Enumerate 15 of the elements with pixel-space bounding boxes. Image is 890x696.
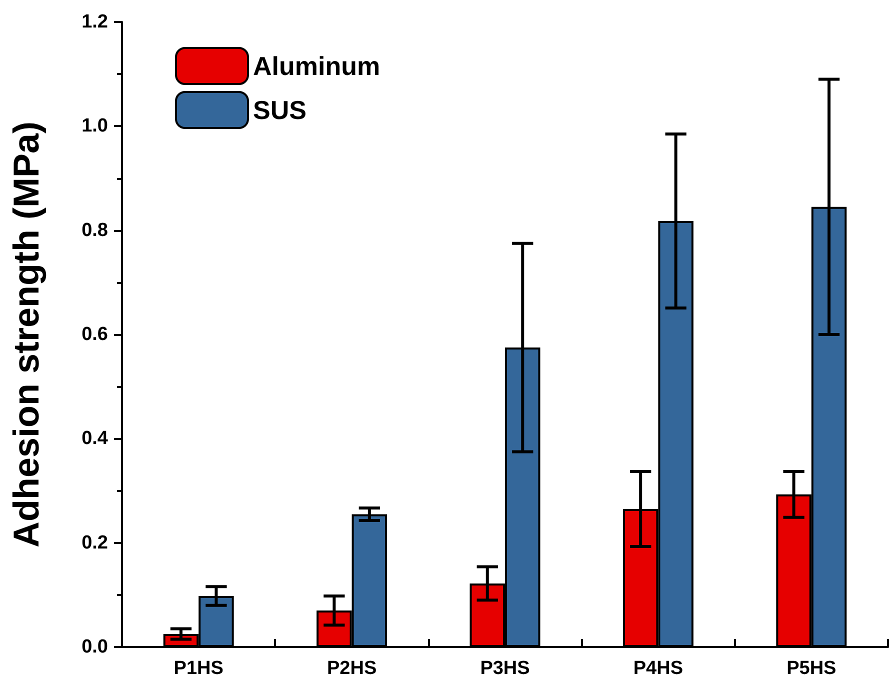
legend-label: Aluminum bbox=[253, 51, 380, 81]
legend-label: SUS bbox=[253, 95, 306, 125]
y-axis-title: Adhesion strength (MPa) bbox=[6, 121, 46, 548]
y-tick-label: 0.0 bbox=[82, 636, 108, 658]
x-tick-label: P5HS bbox=[786, 658, 836, 679]
y-tick-label: 1.2 bbox=[82, 12, 108, 32]
y-tick-label: 1.0 bbox=[82, 116, 108, 137]
x-tick-label: P1HS bbox=[174, 658, 224, 679]
x-tick-label: P2HS bbox=[326, 658, 377, 679]
x-tick-label: P3HS bbox=[480, 658, 530, 679]
y-tick-label: 0.6 bbox=[82, 324, 108, 345]
x-tick-label: P4HS bbox=[633, 658, 684, 679]
y-tick-label: 0.4 bbox=[82, 428, 108, 450]
y-tick-label: 0.8 bbox=[82, 220, 108, 241]
y-tick-label: 0.2 bbox=[82, 532, 108, 554]
